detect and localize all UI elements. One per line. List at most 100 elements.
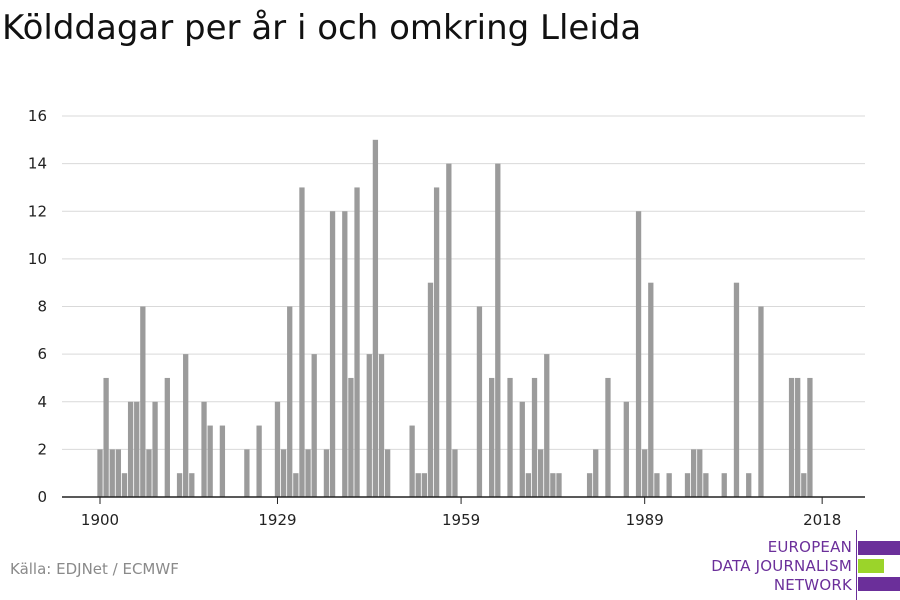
bar-1955 — [433, 187, 440, 497]
logo-line-3: NETWORK — [773, 576, 852, 594]
bar-1911 — [164, 377, 170, 497]
bar-1900 — [97, 449, 103, 498]
x-tick-label: 2018 — [803, 511, 841, 529]
bar-1974 — [550, 473, 556, 497]
bar-1914 — [183, 354, 189, 498]
bar-1989 — [642, 449, 648, 498]
chart-title: Kölddagar per år i och omkring Lleida — [2, 8, 642, 48]
bar-1988 — [635, 211, 642, 497]
bar-2002 — [721, 473, 727, 497]
bar-1917 — [201, 401, 207, 497]
bar-1926 — [256, 425, 262, 497]
bar-1975 — [556, 473, 562, 497]
bar-1964 — [489, 377, 495, 497]
logo-line-2: DATA JOURNALISM — [711, 557, 852, 575]
bar-1913 — [176, 473, 183, 497]
bar-1969 — [519, 401, 525, 497]
bar-1980 — [586, 473, 593, 497]
logo-divider — [856, 530, 857, 600]
bar-1970 — [525, 473, 532, 497]
bar-1930 — [280, 449, 287, 498]
x-tick-label: 1929 — [258, 511, 296, 529]
bar-2004 — [733, 282, 740, 497]
bar-1953 — [421, 473, 428, 497]
bar-1996 — [684, 473, 691, 497]
logo-line-1: EUROPEAN — [767, 538, 852, 556]
x-tick-label: 1900 — [81, 511, 119, 529]
bar-1957 — [446, 163, 452, 498]
bar-1903 — [115, 449, 122, 498]
y-tick-label: 16 — [28, 107, 47, 125]
logo-bar-purple-top — [858, 541, 900, 555]
bar-1938 — [329, 211, 336, 497]
bar-1998 — [697, 449, 703, 498]
bar-1973 — [544, 354, 550, 498]
bar-1942 — [354, 187, 360, 497]
source-note: Källa: EDJNet / ECMWF — [10, 560, 179, 578]
x-tick-label: 1989 — [626, 511, 664, 529]
bar-2016 — [807, 377, 813, 497]
y-tick-label: 0 — [37, 488, 47, 506]
bar-2014 — [795, 377, 801, 497]
bar-1944 — [366, 354, 372, 498]
bar-1981 — [593, 449, 599, 498]
bar-2008 — [758, 306, 764, 497]
bar-1920 — [219, 425, 226, 497]
bar-1934 — [305, 449, 311, 498]
bar-1904 — [121, 473, 128, 497]
bar-1962 — [476, 306, 483, 497]
bar-1902 — [109, 449, 115, 498]
bar-1935 — [311, 354, 317, 498]
bar-1933 — [299, 187, 305, 497]
bar-1991 — [654, 473, 660, 497]
bar-1983 — [605, 377, 611, 497]
bar-1951 — [409, 425, 415, 497]
x-axis-ticks: 1900 1929 1959 1989 2018 — [81, 497, 841, 529]
bar-1945 — [372, 139, 379, 497]
bar-1929 — [274, 401, 281, 497]
bar-1908 — [146, 449, 152, 498]
bar-1986 — [623, 401, 629, 497]
bar-1967 — [507, 377, 513, 497]
bars — [97, 139, 813, 498]
y-tick-label: 10 — [28, 250, 47, 268]
gridlines — [62, 115, 865, 450]
bar-1931 — [287, 306, 293, 497]
bar-1954 — [427, 282, 434, 497]
bar-1941 — [348, 377, 354, 497]
bar-1972 — [537, 449, 544, 498]
logo-bar-green — [858, 559, 884, 573]
bar-1905 — [127, 401, 134, 497]
y-tick-label: 14 — [28, 155, 47, 173]
bar-2013 — [788, 377, 795, 497]
bar-1906 — [134, 401, 140, 497]
bar-1918 — [207, 425, 213, 497]
bar-2006 — [746, 473, 752, 497]
bar-1990 — [648, 282, 654, 497]
bar-1932 — [293, 473, 299, 497]
bar-1946 — [378, 354, 385, 498]
bar-1907 — [140, 306, 146, 497]
bar-1915 — [189, 473, 195, 497]
bar-1993 — [666, 473, 672, 497]
edjnet-logo: EUROPEAN DATA JOURNALISM NETWORK — [710, 530, 900, 600]
y-tick-label: 8 — [37, 298, 47, 316]
bar-2015 — [801, 473, 807, 497]
bar-1952 — [415, 473, 421, 497]
y-tick-label: 6 — [37, 345, 47, 363]
bar-1965 — [495, 163, 501, 498]
bar-1999 — [703, 473, 709, 497]
y-tick-label: 4 — [37, 393, 47, 411]
y-tick-label: 2 — [37, 440, 47, 458]
logo-bar-purple-bottom — [858, 577, 900, 591]
bar-1924 — [244, 449, 250, 498]
y-tick-label: 12 — [28, 202, 47, 220]
bar-1937 — [323, 449, 330, 498]
bar-1997 — [690, 449, 697, 498]
bar-1947 — [384, 449, 391, 498]
bar-1940 — [342, 211, 348, 497]
bar-1971 — [531, 377, 538, 497]
x-tick-label: 1959 — [442, 511, 480, 529]
y-axis-ticks: 0 2 4 6 8 10 12 14 16 — [28, 107, 47, 506]
